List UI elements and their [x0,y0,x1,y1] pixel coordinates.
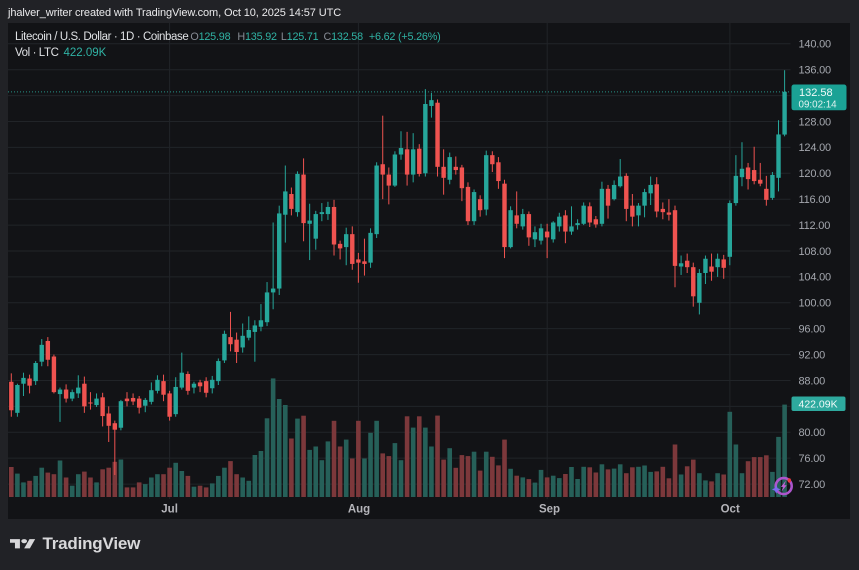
svg-text:Oct: Oct [721,504,740,516]
svg-text:96.00: 96.00 [799,323,826,335]
svg-text:128.00: 128.00 [799,116,832,128]
svg-text:116.00: 116.00 [799,194,831,206]
svg-text:72.00: 72.00 [799,479,826,491]
svg-text:Jul: Jul [161,504,178,516]
svg-text:92.00: 92.00 [799,349,826,361]
svg-text:120.00: 120.00 [799,168,832,180]
svg-text:80.00: 80.00 [799,427,826,439]
svg-text:76.00: 76.00 [799,453,826,465]
svg-text:104.00: 104.00 [799,272,832,284]
svg-text:124.00: 124.00 [799,142,832,154]
svg-text:140.00: 140.00 [799,39,832,51]
svg-text:88.00: 88.00 [799,375,826,387]
svg-text:108.00: 108.00 [799,246,832,258]
svg-text:112.00: 112.00 [799,220,831,232]
svg-text:132.58: 132.58 [799,87,833,99]
svg-text:Sep: Sep [539,504,560,516]
svg-text:100.00: 100.00 [799,298,832,310]
svg-text:09:02:14: 09:02:14 [799,99,838,110]
svg-text:422.09K: 422.09K [799,398,838,410]
svg-text:Aug: Aug [348,504,370,516]
svg-text:136.00: 136.00 [799,65,832,77]
